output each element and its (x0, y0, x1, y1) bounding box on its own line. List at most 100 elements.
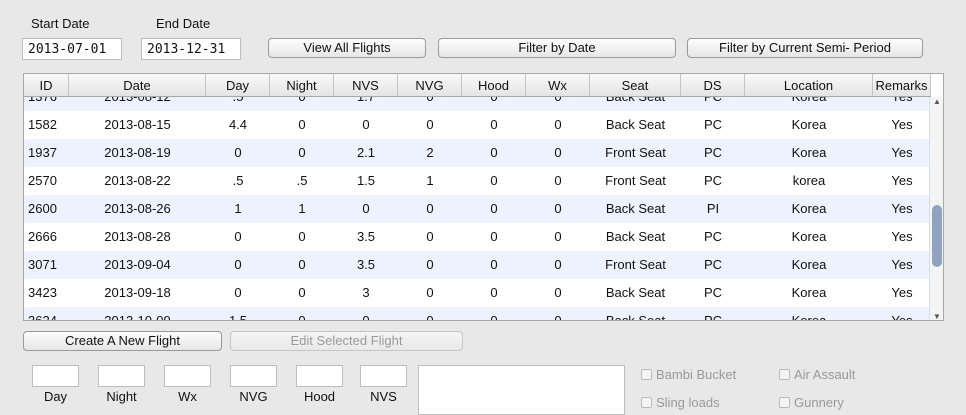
table-row[interactable]: 1937 2013-08-19 0 0 2.1 2 0 0 Front Seat PC Korea Y… (24, 139, 931, 167)
column-header-date[interactable]: Date (69, 74, 206, 96)
cell-nvs: 0 (362, 313, 370, 321)
flights-table[interactable]: ID Date Day Night NVS NVG Hood Wx Seat DS Location… (23, 73, 944, 321)
gunnery-checkbox[interactable]: Gunnery (779, 395, 844, 410)
cell-id: 3071 (28, 257, 57, 272)
table-row[interactable]: 1582 2013-08-15 4.4 0 0 0 0 0 Back Seat PC Korea Ye… (24, 111, 931, 139)
day-hours-input[interactable] (32, 365, 79, 387)
remarks-textarea[interactable] (418, 365, 625, 415)
checkbox-label: Bambi Bucket (656, 367, 737, 382)
cell-seat: Back Seat (605, 285, 666, 300)
cell-location: Korea (791, 285, 827, 300)
column-header-day[interactable]: Day (206, 74, 270, 96)
cell-id: 1376 (24, 97, 69, 111)
cell-night: 0 (298, 145, 306, 160)
start-date-label: Start Date (31, 16, 90, 31)
wx-label: Wx (178, 389, 197, 404)
sling-loads-checkbox[interactable]: Sling loads (641, 395, 720, 410)
cell-nvs: 0 (362, 201, 370, 216)
cell-id: 3423 (28, 285, 57, 300)
cell-hood: 0 (490, 173, 498, 188)
column-header-ds[interactable]: DS (681, 74, 745, 96)
cell-location: Korea (791, 117, 827, 132)
scroll-up-icon[interactable]: ▲ (933, 97, 941, 106)
cell-nvg: 0 (426, 229, 434, 244)
column-header-night[interactable]: Night (270, 74, 334, 96)
cell-night: 0 (298, 313, 306, 321)
cell-date: 2013-08-26 (104, 201, 171, 216)
scrollbar-thumb[interactable] (932, 205, 942, 267)
checkbox-label: Sling loads (656, 395, 720, 410)
column-header-nvs[interactable]: NVS (334, 74, 398, 96)
cell-nvg: 2 (426, 145, 434, 160)
column-header-seat[interactable]: Seat (590, 74, 681, 96)
cell-remarks: Yes (891, 145, 913, 160)
cell-night: 0 (298, 229, 306, 244)
cell-day: .5 (232, 173, 244, 188)
column-header-wx[interactable]: Wx (526, 74, 590, 96)
edit-flight-button[interactable]: Edit Selected Flight (230, 331, 463, 351)
cell-night: 0 (298, 257, 306, 272)
cell-day: 0 (234, 229, 242, 244)
table-row[interactable]: 2600 2013-08-26 1 1 0 0 0 0 Back Seat PI Korea Yes (24, 195, 931, 223)
column-header-id[interactable]: ID (24, 74, 69, 96)
cell-day: 0 (234, 145, 242, 160)
cell-wx: 0 (554, 285, 562, 300)
cell-remarks: Yes (873, 97, 931, 111)
nvs-hours-input[interactable] (360, 365, 407, 387)
hood-hours-input[interactable] (296, 365, 343, 387)
cell-seat: Back Seat (605, 313, 666, 321)
cell-id: 2666 (28, 229, 57, 244)
end-date-input[interactable]: 2013-12-31 (141, 38, 241, 60)
cell-seat: Back Seat (605, 117, 666, 132)
cell-remarks: Yes (891, 173, 913, 188)
cell-wx: 0 (526, 97, 590, 111)
cell-night: 0 (298, 117, 306, 132)
cell-day: 4.4 (228, 117, 248, 132)
vertical-scrollbar[interactable]: ▲ ▼ (929, 97, 943, 321)
table-row[interactable]: 2666 2013-08-28 0 0 3.5 0 0 0 Back Seat PC Korea Ye… (24, 223, 931, 251)
cell-location: Korea (791, 313, 827, 321)
start-date-input[interactable]: 2013-07-01 (22, 38, 122, 60)
scroll-down-icon[interactable]: ▼ (933, 312, 941, 321)
night-label: Night (106, 389, 137, 404)
view-all-flights-button[interactable]: View All Flights (268, 38, 426, 58)
cell-day: 1 (234, 201, 242, 216)
filter-semi-period-button[interactable]: Filter by Current Semi- Period (687, 38, 923, 58)
cell-seat: Back Seat (590, 97, 681, 111)
cell-date: 2013-09-04 (104, 257, 171, 272)
nvg-hours-input[interactable] (230, 365, 277, 387)
table-row[interactable]: 3071 2013-09-04 0 0 3.5 0 0 0 Front Seat PC Korea Y… (24, 251, 931, 279)
cell-seat: Back Seat (605, 229, 666, 244)
night-hours-input[interactable] (98, 365, 145, 387)
wx-hours-input[interactable] (164, 365, 211, 387)
create-flight-button[interactable]: Create A New Flight (23, 331, 222, 351)
cell-remarks: Yes (891, 229, 913, 244)
cell-wx: 0 (554, 173, 562, 188)
cell-wx: 0 (554, 257, 562, 272)
air-assault-checkbox[interactable]: Air Assault (779, 367, 855, 382)
column-header-hood[interactable]: Hood (462, 74, 526, 96)
cell-hood: 0 (490, 145, 498, 160)
cell-date: 2013-08-22 (104, 173, 171, 188)
cell-date: 2013-10-09 (104, 313, 171, 321)
column-header-location[interactable]: Location (745, 74, 873, 96)
cell-hood: 0 (462, 97, 526, 111)
cell-remarks: Yes (891, 257, 913, 272)
cell-remarks: Yes (891, 285, 913, 300)
column-header-nvg[interactable]: NVG (398, 74, 462, 96)
cell-ds: PC (681, 97, 745, 111)
cell-night: 1 (298, 201, 306, 216)
cell-location: Korea (745, 97, 873, 111)
column-header-remarks[interactable]: Remarks (873, 74, 931, 96)
table-row[interactable]: 3624 2013-10-09 1.5 0 0 0 0 0 Back Seat PC Korea Ye… (24, 307, 931, 321)
table-row[interactable]: 2570 2013-08-22 .5 .5 1.5 1 0 0 Front Seat PC kore… (24, 167, 931, 195)
nvs-label: NVS (370, 389, 397, 404)
cell-wx: 0 (554, 201, 562, 216)
cell-day: 1.5 (228, 313, 248, 321)
cell-location: korea (792, 173, 826, 188)
table-row[interactable]: 13762013-08-12.501.7000Back SeatPCKoreaY… (24, 97, 931, 111)
table-row[interactable]: 3423 2013-09-18 0 0 3 0 0 0 Back Seat PC Korea Yes (24, 279, 931, 307)
filter-by-date-button[interactable]: Filter by Date (438, 38, 676, 58)
bambi-bucket-checkbox[interactable]: Bambi Bucket (641, 367, 736, 382)
cell-id: 2570 (28, 173, 57, 188)
